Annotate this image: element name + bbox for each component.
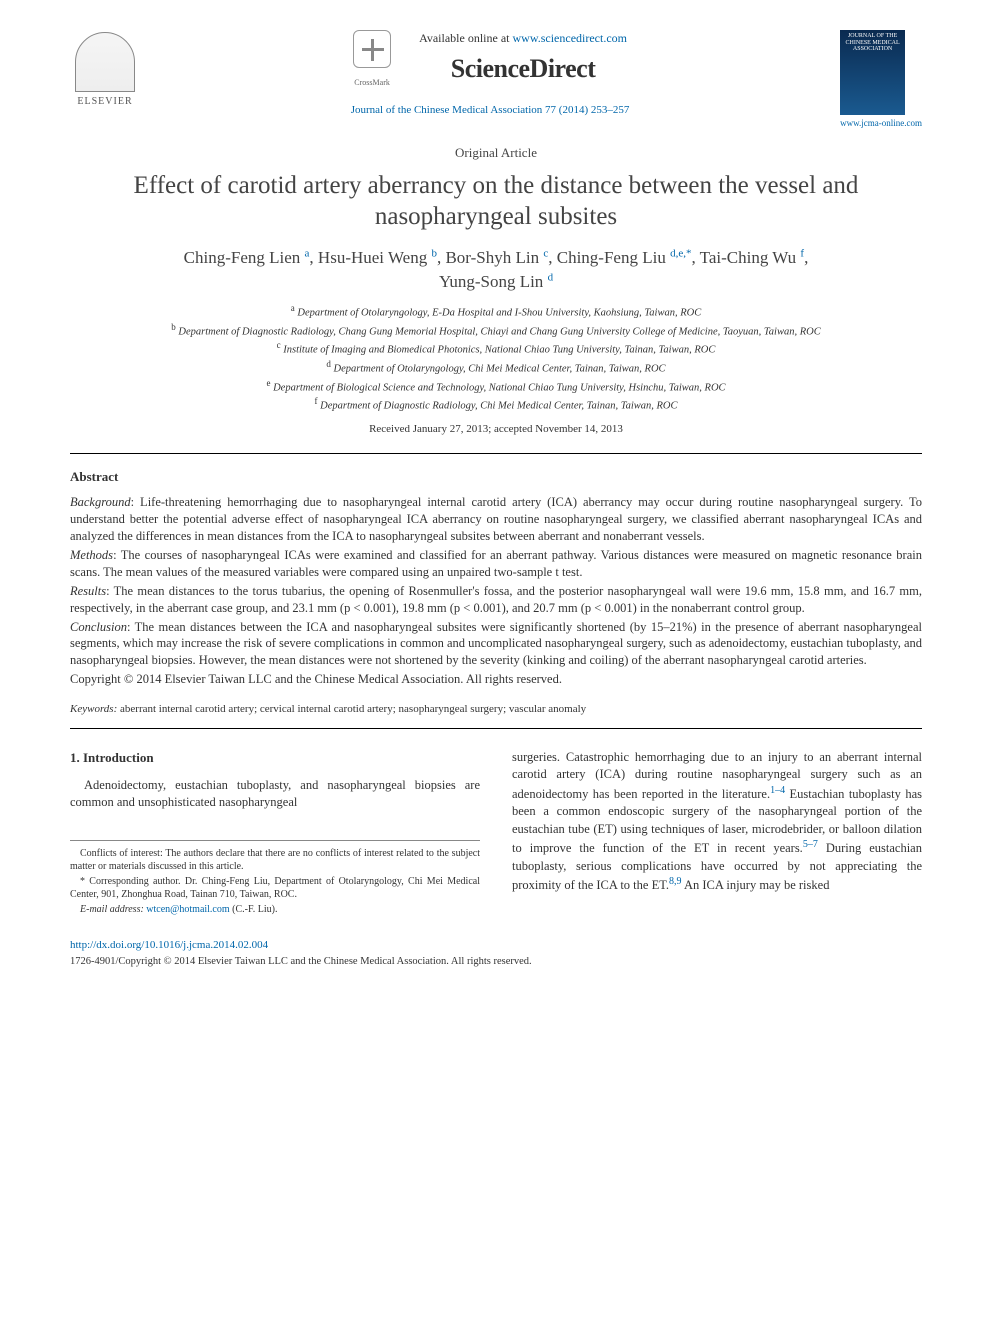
horizontal-rule — [70, 728, 922, 729]
author-name: Ching-Feng Lien — [184, 248, 301, 267]
citation-ref[interactable]: 8,9 — [669, 876, 682, 887]
affiliation-line: b Department of Diagnostic Radiology, Ch… — [70, 321, 922, 340]
intro-paragraph-continued: surgeries. Catastrophic hemorrhaging due… — [512, 749, 922, 895]
right-column: surgeries. Catastrophic hemorrhaging due… — [512, 749, 922, 918]
author-affil-marker: b — [431, 248, 437, 260]
footnote-corresponding: * Corresponding author. Dr. Ching-Feng L… — [70, 875, 480, 901]
horizontal-rule — [70, 453, 922, 454]
author-list: Ching-Feng Lien a, Hsu-Huei Weng b, Bor-… — [70, 246, 922, 294]
abstract-conclusion: Conclusion: The mean distances between t… — [70, 619, 922, 670]
abstract-background: Background: Life-threatening hemorrhagin… — [70, 494, 922, 545]
footer-copyright: 1726-4901/Copyright © 2014 Elsevier Taiw… — [70, 955, 922, 970]
keywords-label: Keywords: — [70, 703, 117, 715]
author-name: Bor-Shyh Lin — [445, 248, 539, 267]
citation-ref[interactable]: 1–4 — [770, 785, 785, 796]
journal-cover-title: JOURNAL OF THE CHINESE MEDICAL ASSOCIATI… — [843, 33, 902, 53]
footnotes-block: Conflicts of interest: The authors decla… — [70, 840, 480, 916]
crossmark-icon — [353, 30, 391, 68]
article-title: Effect of carotid artery aberrancy on th… — [90, 170, 902, 233]
author-affil-marker: a — [305, 248, 310, 260]
keywords-text: aberrant internal carotid artery; cervic… — [117, 703, 586, 715]
sciencedirect-logo: ScienceDirect — [419, 51, 627, 87]
available-online-line: Available online at www.sciencedirect.co… — [419, 30, 627, 47]
author-affil-marker: c — [543, 248, 548, 260]
crossmark-label: CrossMark — [353, 77, 391, 88]
abstract-copyright: Copyright © 2014 Elsevier Taiwan LLC and… — [70, 671, 922, 688]
author-name: Yung-Song Lin — [439, 272, 543, 291]
section-heading-intro: 1. Introduction — [70, 749, 480, 767]
footnote-email: E-mail address: wtcen@hotmail.com (C.-F.… — [70, 903, 480, 916]
author-name: Ching-Feng Liu — [557, 248, 666, 267]
header-center: CrossMark Available online at www.scienc… — [140, 30, 840, 119]
journal-cover-thumbnail: JOURNAL OF THE CHINESE MEDICAL ASSOCIATI… — [840, 30, 905, 115]
author-name: Tai-Ching Wu — [700, 248, 797, 267]
abstract-heading: Abstract — [70, 468, 922, 486]
author-affil-marker: d — [548, 271, 554, 283]
author-name: Hsu-Huei Weng — [318, 248, 427, 267]
affiliation-line: e Department of Biological Science and T… — [70, 377, 922, 396]
affiliation-line: a Department of Otolaryngology, E-Da Hos… — [70, 302, 922, 321]
email-label: E-mail address: — [80, 904, 146, 915]
intro-paragraph: Adenoidectomy, eustachian tuboplasty, an… — [70, 777, 480, 812]
crossmark-badge[interactable]: CrossMark — [353, 30, 391, 88]
journal-homepage-url[interactable]: www.jcma-online.com — [840, 117, 922, 130]
page-header: ELSEVIER CrossMark Available online at w… — [70, 30, 922, 130]
header-right: JOURNAL OF THE CHINESE MEDICAL ASSOCIATI… — [840, 30, 922, 130]
available-prefix: Available online at — [419, 31, 512, 45]
publisher-logo: ELSEVIER — [70, 30, 140, 110]
affiliation-line: c Institute of Imaging and Biomedical Ph… — [70, 339, 922, 358]
affiliation-line: f Department of Diagnostic Radiology, Ch… — [70, 395, 922, 414]
corresponding-star-icon[interactable]: * — [686, 248, 692, 260]
article-dates: Received January 27, 2013; accepted Nove… — [70, 422, 922, 437]
article-type: Original Article — [70, 144, 922, 162]
abstract-results: Results: The mean distances to the torus… — [70, 583, 922, 617]
sciencedirect-url[interactable]: www.sciencedirect.com — [513, 31, 628, 45]
affiliation-line: d Department of Otolaryngology, Chi Mei … — [70, 358, 922, 377]
footnote-conflicts: Conflicts of interest: The authors decla… — [70, 847, 480, 873]
author-affil-marker: d,e,* — [670, 248, 691, 260]
email-author-suffix: (C.-F. Liu). — [230, 904, 278, 915]
abstract-section: Abstract Background: Life-threatening he… — [70, 468, 922, 688]
corresponding-email-link[interactable]: wtcen@hotmail.com — [146, 904, 229, 915]
left-column: 1. Introduction Adenoidectomy, eustachia… — [70, 749, 480, 918]
affiliations-block: a Department of Otolaryngology, E-Da Hos… — [70, 302, 922, 414]
body-columns: 1. Introduction Adenoidectomy, eustachia… — [70, 749, 922, 918]
doi-link[interactable]: http://dx.doi.org/10.1016/j.jcma.2014.02… — [70, 938, 922, 953]
author-affil-marker: f — [800, 248, 804, 260]
citation-ref[interactable]: 5–7 — [803, 839, 818, 850]
publisher-name: ELSEVIER — [77, 95, 132, 109]
elsevier-tree-icon — [75, 32, 135, 92]
keywords-line: Keywords: aberrant internal carotid arte… — [70, 702, 922, 717]
abstract-methods: Methods: The courses of nasopharyngeal I… — [70, 547, 922, 581]
journal-citation[interactable]: Journal of the Chinese Medical Associati… — [150, 103, 830, 118]
